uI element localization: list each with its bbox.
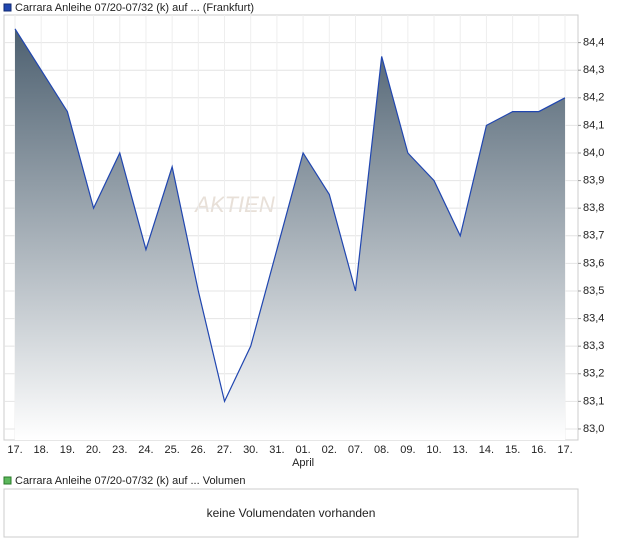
y-tick-label: 83,6 bbox=[583, 257, 604, 269]
x-tick-label: 10. bbox=[426, 444, 441, 456]
y-tick-label: 84,4 bbox=[583, 37, 604, 49]
x-tick-label: 01. bbox=[295, 444, 310, 456]
x-tick-label: 02. bbox=[322, 444, 337, 456]
y-tick-label: 83,0 bbox=[583, 423, 604, 435]
x-tick-label: 24. bbox=[138, 444, 153, 456]
x-tick-label: 13. bbox=[453, 444, 468, 456]
x-tick-label: 20. bbox=[86, 444, 101, 456]
x-tick-label: 30. bbox=[243, 444, 258, 456]
legend-label: Carrara Anleihe 07/20-07/32 (k) auf ... … bbox=[15, 475, 246, 487]
y-tick-label: 83,9 bbox=[583, 174, 604, 186]
x-tick-label: 14. bbox=[479, 444, 494, 456]
x-tick-label: 07. bbox=[348, 444, 363, 456]
month-label: April bbox=[292, 457, 314, 469]
y-tick-label: 83,4 bbox=[583, 312, 604, 324]
x-tick-label: 17. bbox=[557, 444, 572, 456]
y-tick-label: 84,1 bbox=[583, 119, 604, 131]
legend-label: Carrara Anleihe 07/20-07/32 (k) auf ... … bbox=[15, 2, 254, 14]
x-tick-label: 16. bbox=[531, 444, 546, 456]
y-tick-label: 84,3 bbox=[583, 64, 604, 76]
x-tick-label: 27. bbox=[217, 444, 232, 456]
volume-frame bbox=[3, 488, 579, 538]
x-tick-label: 26. bbox=[191, 444, 206, 456]
area bbox=[15, 28, 565, 440]
y-tick-label: 83,1 bbox=[583, 395, 604, 407]
y-tick-label: 83,2 bbox=[583, 368, 604, 380]
x-tick-label: 09. bbox=[400, 444, 415, 456]
y-tick-label: 84,2 bbox=[583, 92, 604, 104]
y-tick-label: 83,5 bbox=[583, 285, 604, 297]
x-tick-label: 17. bbox=[7, 444, 22, 456]
y-tick-label: 84,0 bbox=[583, 147, 604, 159]
x-tick-label: 08. bbox=[374, 444, 389, 456]
legend-swatch bbox=[3, 476, 12, 485]
legend-swatch bbox=[3, 3, 12, 12]
x-tick-label: 25. bbox=[164, 444, 179, 456]
y-tick-label: 83,3 bbox=[583, 340, 604, 352]
x-tick-label: 31. bbox=[269, 444, 284, 456]
watermark: AKTIEN bbox=[193, 192, 275, 217]
x-tick-label: 23. bbox=[112, 444, 127, 456]
x-tick-label: 19. bbox=[60, 444, 75, 456]
volume-message: keine Volumendaten vorhanden bbox=[207, 506, 376, 520]
y-tick-label: 83,8 bbox=[583, 202, 604, 214]
y-tick-label: 83,7 bbox=[583, 230, 604, 242]
x-tick-label: 15. bbox=[505, 444, 520, 456]
line bbox=[14, 28, 566, 404]
x-tick-label: 18. bbox=[34, 444, 49, 456]
